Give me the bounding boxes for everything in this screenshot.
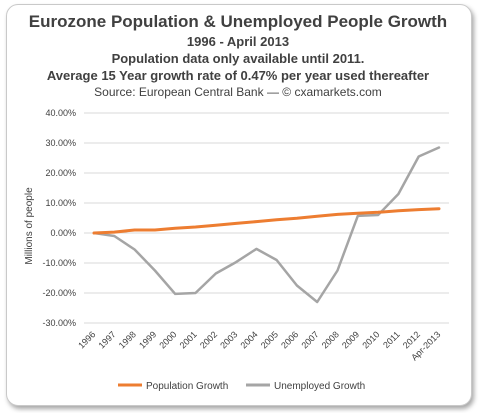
gridlines <box>84 112 449 324</box>
x-tick-label: 1999 <box>137 329 158 350</box>
x-tick-label: 2000 <box>157 329 178 350</box>
y-tick-label: 0.00% <box>50 228 76 238</box>
chart-card <box>6 4 472 406</box>
legend: Population Growth Unemployed Growth <box>118 381 365 392</box>
y-tick-label: -30.00% <box>42 318 76 328</box>
y-tick-label: 40.00% <box>45 108 76 118</box>
x-axis-ticks: 1996 1997 1998 1999 2000 2001 2002 2003 2004 2005… <box>76 329 442 362</box>
x-tick-label: 2007 <box>299 329 320 350</box>
y-tick-label: 20.00% <box>45 168 76 178</box>
x-tick-label: 2010 <box>360 329 381 350</box>
chart-titles: Eurozone Population & Unemployed People … <box>6 11 470 100</box>
y-tick-label: -10.00% <box>42 258 76 268</box>
x-tick-label: 2006 <box>279 329 300 350</box>
x-tick-label: 2009 <box>340 329 361 350</box>
series-line-population-growth <box>92 207 441 235</box>
x-tick-label: 2002 <box>198 329 219 350</box>
x-tick-label: 2004 <box>239 329 260 350</box>
x-tick-label: 1996 <box>76 329 97 350</box>
x-tick-label: 2008 <box>320 329 341 350</box>
x-tick-label: 2001 <box>178 329 199 350</box>
x-tick-label: 2011 <box>381 329 402 350</box>
chart-subtitle: 1996 - April 2013 <box>186 34 290 49</box>
x-tick-label: 2003 <box>218 329 239 350</box>
chart-source: Source: European Central Bank — © cxamar… <box>94 85 382 99</box>
y-tick-label: -20.00% <box>42 288 76 298</box>
y-axis-label: Millions of people <box>24 187 35 265</box>
chart-note-2: Average 15 Year growth rate of 0.47% per… <box>46 68 430 83</box>
series-line-unemployed-growth <box>92 146 441 304</box>
x-tick-label: 2005 <box>259 329 280 350</box>
chart-title: Eurozone Population & Unemployed People … <box>28 12 448 31</box>
chart-note-1: Population data only available until 201… <box>111 51 365 66</box>
legend-label: Population Growth <box>146 381 228 392</box>
y-tick-label: 30.00% <box>45 138 76 148</box>
y-tick-label: 10.00% <box>45 198 76 208</box>
legend-label: Unemployed Growth <box>274 381 365 392</box>
series-lines <box>92 146 441 304</box>
y-axis-ticks: 40.00% 30.00% 20.00% 10.00% 0.00% -10.00% -20.… <box>42 108 76 328</box>
x-tick-label: 1998 <box>117 329 138 350</box>
x-tick-label: 1997 <box>96 329 117 350</box>
